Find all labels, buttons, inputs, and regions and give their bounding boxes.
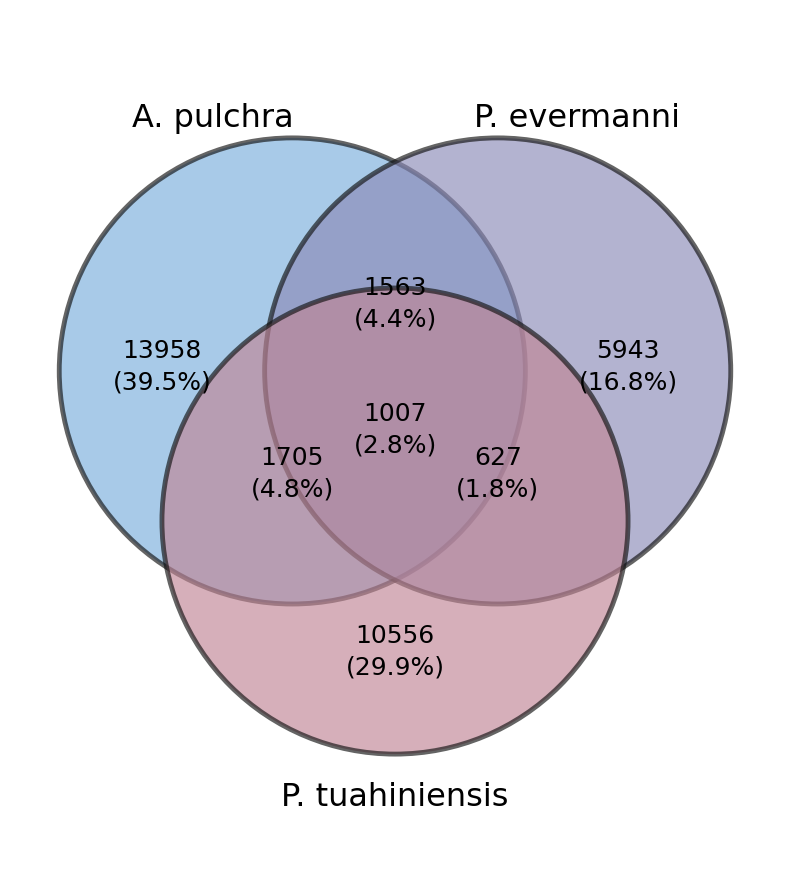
Text: 13958
(39.5%): 13958 (39.5%) bbox=[112, 339, 212, 395]
Text: 5943
(16.8%): 5943 (16.8%) bbox=[578, 339, 678, 395]
Text: 1705
(4.8%): 1705 (4.8%) bbox=[250, 446, 334, 501]
Text: P. tuahiniensis: P. tuahiniensis bbox=[281, 782, 509, 813]
Text: 1007
(2.8%): 1007 (2.8%) bbox=[353, 402, 437, 458]
Circle shape bbox=[162, 288, 628, 754]
Text: A. pulchra: A. pulchra bbox=[133, 103, 294, 134]
Text: 10556
(29.9%): 10556 (29.9%) bbox=[345, 624, 445, 679]
Circle shape bbox=[59, 138, 525, 604]
Circle shape bbox=[265, 138, 731, 604]
Text: P. evermanni: P. evermanni bbox=[474, 103, 679, 134]
Text: 1563
(4.4%): 1563 (4.4%) bbox=[353, 276, 437, 332]
Text: 627
(1.8%): 627 (1.8%) bbox=[456, 446, 540, 501]
